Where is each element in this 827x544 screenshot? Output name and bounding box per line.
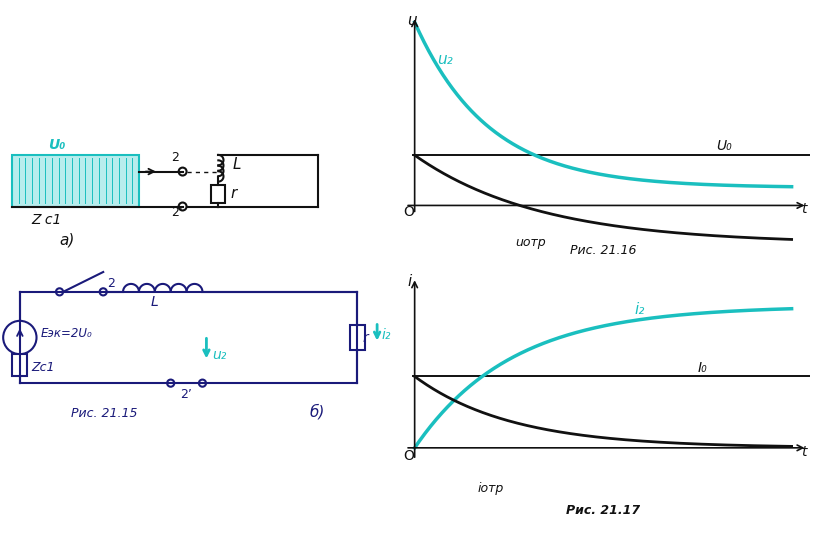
Text: Zс1: Zс1 [31, 361, 55, 374]
Text: i₂: i₂ [381, 329, 390, 343]
Text: O: O [404, 449, 414, 463]
Text: Рис. 21.16: Рис. 21.16 [570, 244, 637, 257]
Text: I₀: I₀ [697, 361, 707, 375]
Text: Рис. 21.17: Рис. 21.17 [566, 504, 640, 517]
Bar [12, 354, 27, 376]
Text: Z с1: Z с1 [31, 213, 62, 227]
Bar [350, 325, 365, 350]
Text: i₂: i₂ [634, 302, 645, 317]
Text: 2’: 2’ [180, 388, 193, 401]
Text: L: L [232, 157, 241, 172]
Text: 2: 2 [108, 277, 115, 290]
Text: Рис. 21.15: Рис. 21.15 [71, 407, 138, 420]
Text: б): б) [309, 404, 325, 420]
Text: L: L [151, 295, 159, 309]
Text: t: t [801, 445, 806, 459]
Text: 2’: 2’ [171, 206, 184, 219]
Text: O: O [404, 205, 414, 219]
Text: u: u [407, 13, 417, 28]
Text: r: r [230, 187, 237, 201]
Bar [12, 155, 139, 207]
Text: а): а) [60, 232, 75, 247]
Text: u₂: u₂ [437, 52, 452, 66]
Text: U₀: U₀ [48, 138, 65, 152]
Text: 2: 2 [171, 151, 179, 164]
Text: Eэк=2U₀: Eэк=2U₀ [41, 327, 93, 339]
Text: u₂: u₂ [213, 348, 227, 362]
Text: U₀: U₀ [716, 139, 732, 153]
Text: iотр: iотр [477, 483, 504, 496]
Text: uотр: uотр [515, 236, 546, 249]
Text: i: i [407, 274, 411, 288]
Text: r: r [362, 331, 368, 345]
Text: t: t [801, 201, 806, 215]
Bar [212, 184, 225, 202]
